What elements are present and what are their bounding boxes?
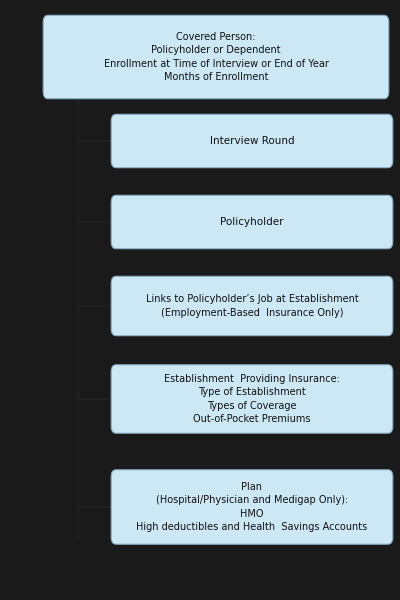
Text: Interview Round: Interview Round (210, 136, 294, 146)
FancyBboxPatch shape (111, 276, 393, 335)
Text: Plan
(Hospital/Physician and Medigap Only):
HMO
High deductibles and Health  Sav: Plan (Hospital/Physician and Medigap Onl… (136, 482, 368, 532)
FancyBboxPatch shape (43, 15, 389, 98)
Text: Links to Policyholder’s Job at Establishment
(Employment-Based  Insurance Only): Links to Policyholder’s Job at Establish… (146, 294, 358, 318)
FancyBboxPatch shape (111, 365, 393, 433)
FancyBboxPatch shape (111, 196, 393, 248)
Text: Policyholder: Policyholder (220, 217, 284, 227)
Text: Covered Person:
Policyholder or Dependent
Enrollment at Time of Interview or End: Covered Person: Policyholder or Dependen… (104, 32, 328, 82)
Text: Establishment  Providing Insurance:
Type of Establishment
Types of Coverage
Out-: Establishment Providing Insurance: Type … (164, 374, 340, 424)
FancyBboxPatch shape (111, 114, 393, 167)
FancyBboxPatch shape (111, 470, 393, 544)
